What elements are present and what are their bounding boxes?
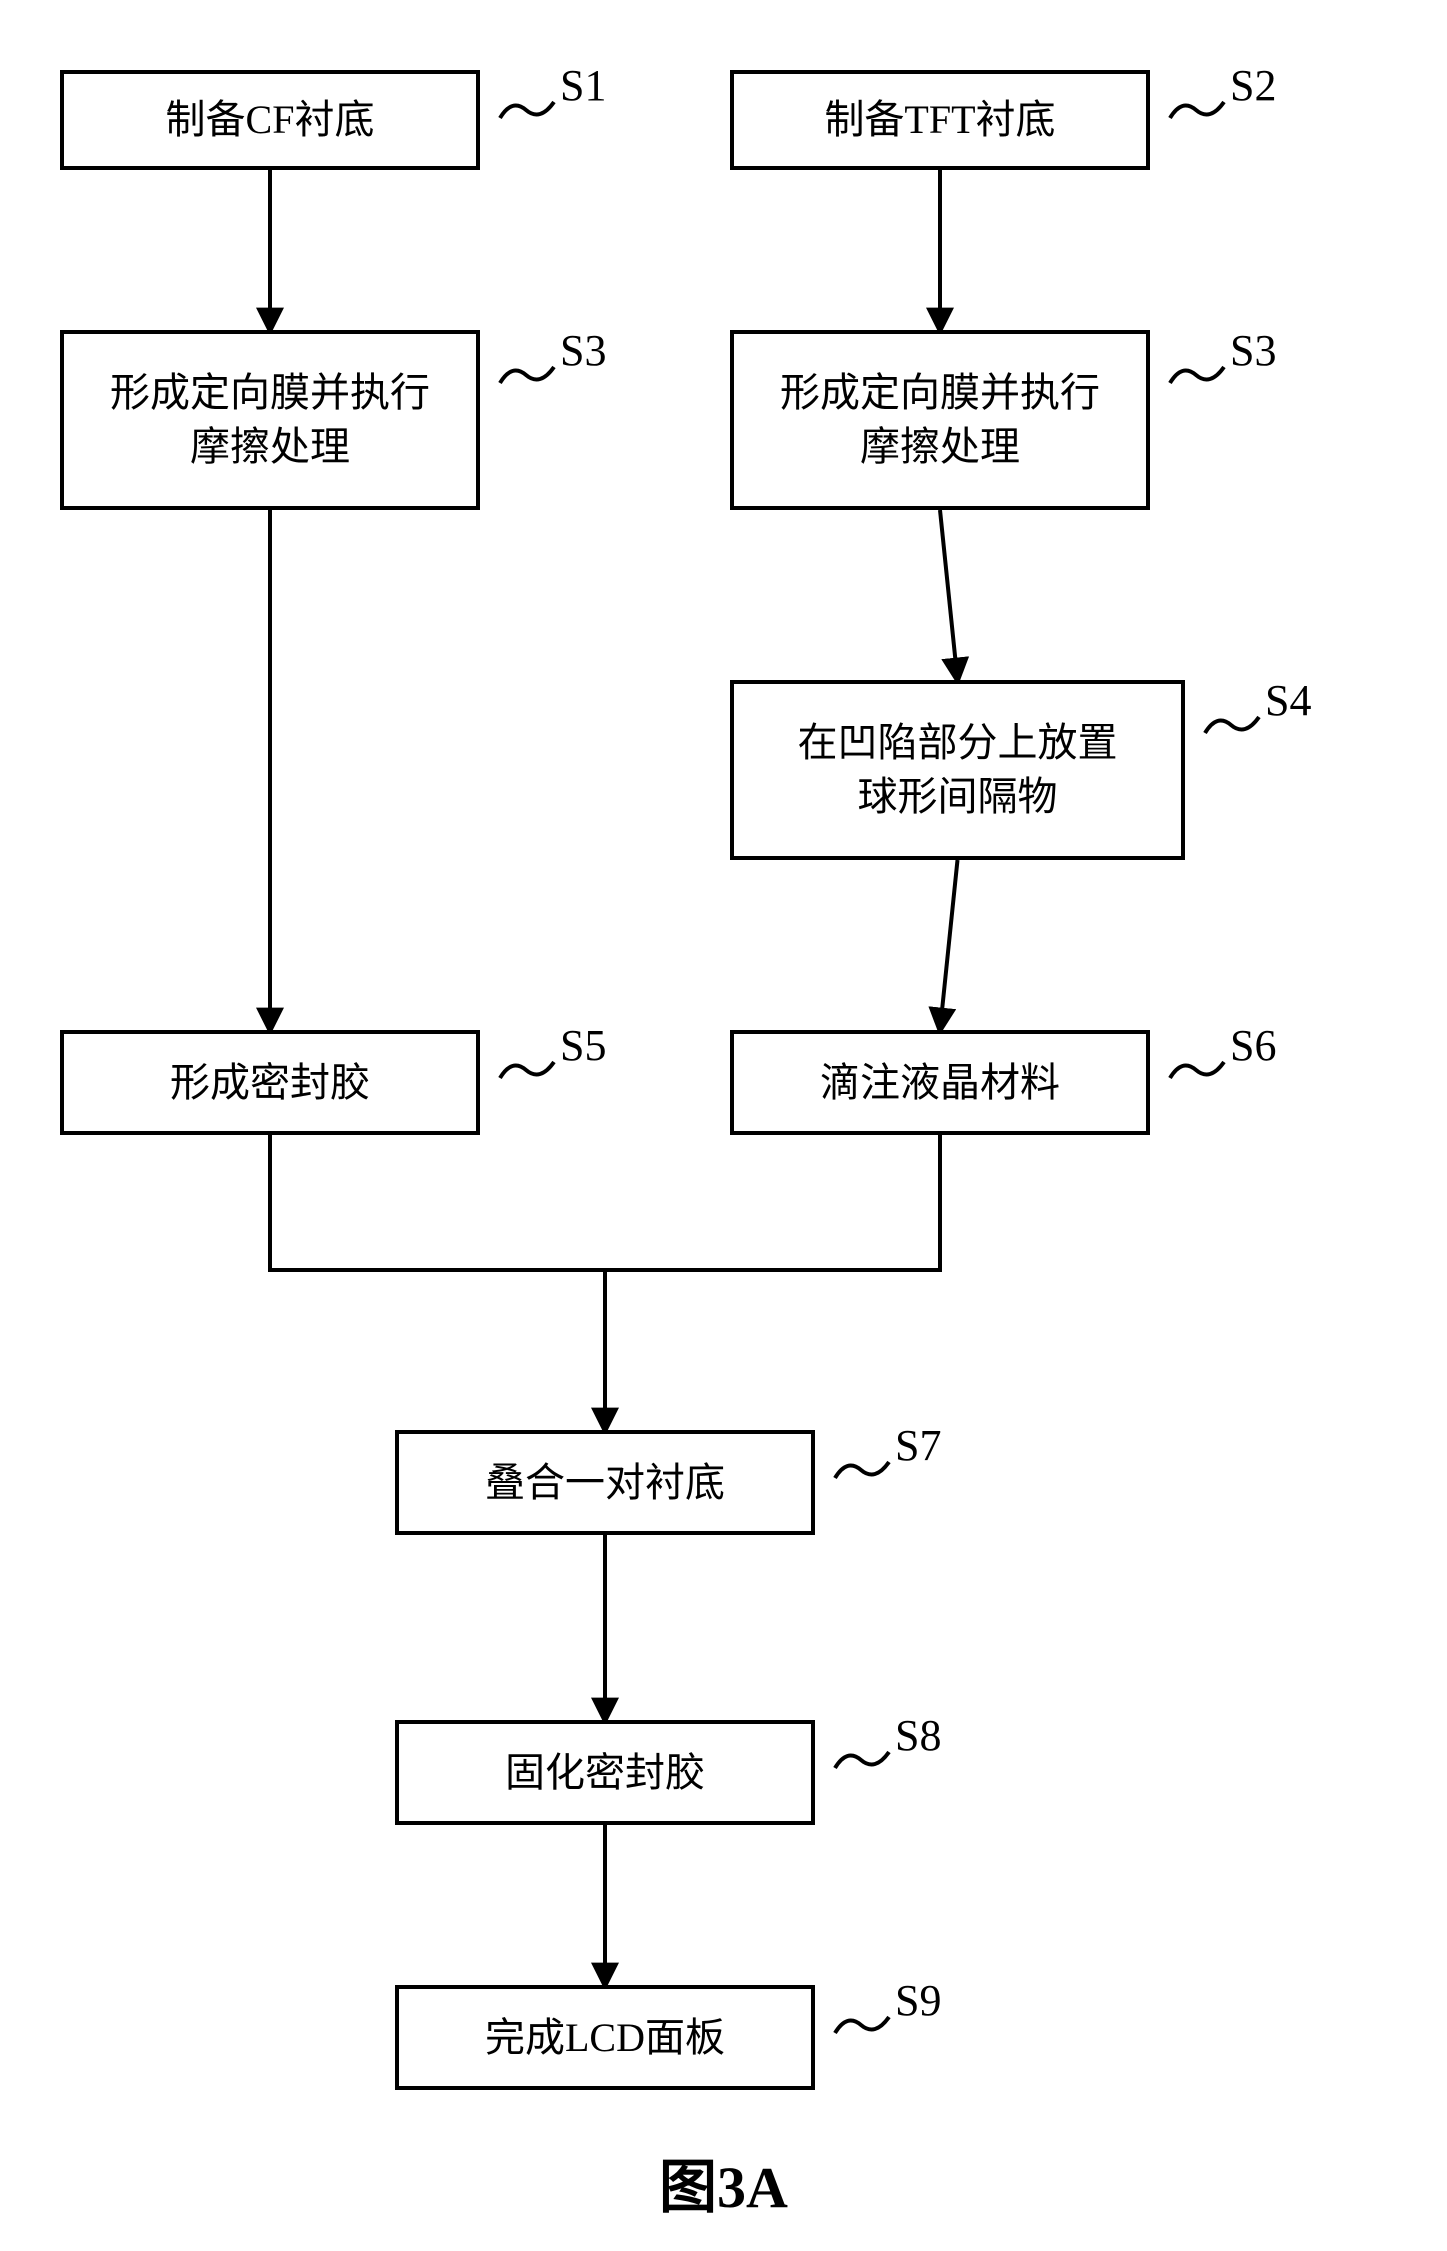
tilde-connector [498, 90, 558, 130]
edge-merge-left [270, 1135, 605, 1430]
flow-node-n6: 滴注液晶材料 [730, 1030, 1150, 1135]
flow-node-n7: 叠合一对衬底 [395, 1430, 815, 1535]
flow-node-n4: 在凹陷部分上放置球形间隔物 [730, 680, 1185, 860]
tilde-connector [498, 1050, 558, 1090]
flow-node-text: 完成LCD面板 [485, 2011, 725, 2065]
step-label-s5: S5 [560, 1020, 606, 1071]
step-label-s9: S9 [895, 1975, 941, 2026]
step-label-s7: S7 [895, 1420, 941, 1471]
step-label-s3: S3 [560, 325, 606, 376]
tilde-connector [1168, 1050, 1228, 1090]
tilde-connector [833, 2005, 893, 2045]
flow-node-text: 固化密封胶 [505, 1746, 705, 1800]
flow-node-text: 滴注液晶材料 [820, 1056, 1060, 1110]
flowchart-canvas: 制备CF衬底S1制备TFT衬底S2形成定向膜并执行摩擦处理S3形成定向膜并执行摩… [0, 0, 1447, 2251]
flow-node-text: 形成定向膜并执行 [110, 366, 430, 420]
tilde-connector [833, 1450, 893, 1490]
tilde-connector [1168, 355, 1228, 395]
tilde-connector [1168, 90, 1228, 130]
edge [940, 860, 958, 1030]
step-label-s8: S8 [895, 1710, 941, 1761]
flow-node-text: 在凹陷部分上放置 [798, 716, 1118, 770]
tilde-connector [833, 1740, 893, 1780]
flow-node-n3a: 形成定向膜并执行摩擦处理 [60, 330, 480, 510]
tilde-connector [1203, 705, 1263, 745]
step-label-s3: S3 [1230, 325, 1276, 376]
flow-node-n5: 形成密封胶 [60, 1030, 480, 1135]
flow-node-n9: 完成LCD面板 [395, 1985, 815, 2090]
flow-node-n8: 固化密封胶 [395, 1720, 815, 1825]
flow-node-text: 球形间隔物 [858, 770, 1058, 824]
edge-merge-right [605, 1135, 940, 1270]
step-label-s4: S4 [1265, 675, 1311, 726]
flow-node-text: 制备TFT衬底 [824, 93, 1055, 147]
flow-node-text: 摩擦处理 [860, 420, 1020, 474]
step-label-s6: S6 [1230, 1020, 1276, 1071]
flow-node-n2: 制备TFT衬底 [730, 70, 1150, 170]
step-label-s1: S1 [560, 60, 606, 111]
flow-node-text: 形成定向膜并执行 [780, 366, 1100, 420]
step-label-s2: S2 [1230, 60, 1276, 111]
flow-node-text: 形成密封胶 [170, 1056, 370, 1110]
flow-node-n1: 制备CF衬底 [60, 70, 480, 170]
figure-caption: 图3A [0, 2140, 1447, 2224]
tilde-connector [498, 355, 558, 395]
flow-node-text: 摩擦处理 [190, 420, 350, 474]
flow-node-n3b: 形成定向膜并执行摩擦处理 [730, 330, 1150, 510]
flow-node-text: 叠合一对衬底 [485, 1456, 725, 1510]
edge [940, 510, 958, 680]
flow-node-text: 制备CF衬底 [166, 93, 375, 147]
